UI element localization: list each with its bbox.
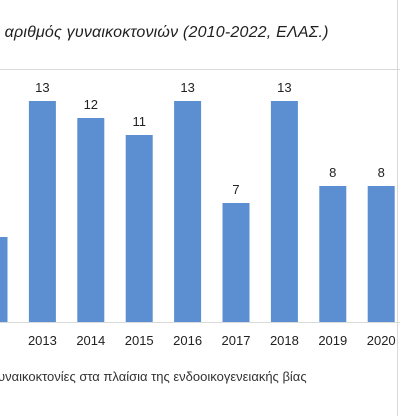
x-tick-label-2014: 2014 xyxy=(76,333,105,348)
data-label-2018: 13 xyxy=(277,80,291,95)
chart-title-bar: ς αριθμός γυναικοκτονιών (2010-2022, ΕΛΑ… xyxy=(0,0,400,70)
bar-2018 xyxy=(270,101,298,322)
x-tick-label-2020: 2020 xyxy=(367,333,396,348)
bar-2016 xyxy=(174,101,202,322)
bar-2013 xyxy=(28,101,56,322)
data-label-2015: 11 xyxy=(132,114,146,129)
bar-chart: 2132013122014112015132016720171320188201… xyxy=(0,80,400,348)
bar-2014 xyxy=(77,118,105,322)
x-tick-label-2018: 2018 xyxy=(270,333,299,348)
bar-2 xyxy=(0,237,8,322)
x-tick-label-2013: 2013 xyxy=(28,333,57,348)
x-tick-label-2015: 2015 xyxy=(125,333,154,348)
legend-label: υναικοκτονίες στα πλαίσια της ενδοοικογε… xyxy=(0,369,307,384)
chart-legend: υναικοκτονίες στα πλαίσια της ενδοοικογε… xyxy=(0,369,307,384)
data-label-2020: 8 xyxy=(378,165,385,180)
bar-2015 xyxy=(125,135,153,322)
x-tick-label-2017: 2017 xyxy=(222,333,251,348)
right-border xyxy=(397,0,398,416)
bar-2019 xyxy=(319,186,347,322)
data-label-2016: 13 xyxy=(180,80,194,95)
data-label-2014: 12 xyxy=(84,97,98,112)
data-label-2017: 7 xyxy=(232,182,239,197)
data-label-2019: 8 xyxy=(329,165,336,180)
data-label-2013: 13 xyxy=(35,80,49,95)
bar-2017 xyxy=(222,203,250,322)
bar-2020 xyxy=(367,186,395,322)
x-tick-label-2019: 2019 xyxy=(318,333,347,348)
chart-title: ς αριθμός γυναικοκτονιών (2010-2022, ΕΛΑ… xyxy=(0,24,329,41)
x-tick-label-2016: 2016 xyxy=(173,333,202,348)
